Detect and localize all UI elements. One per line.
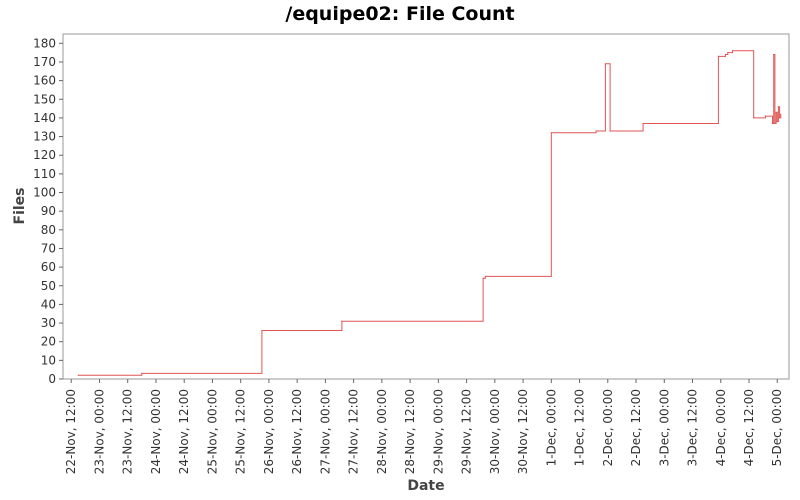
y-tick-label: 10 bbox=[41, 353, 56, 367]
data-point bbox=[771, 122, 774, 125]
y-tick-label: 40 bbox=[41, 297, 56, 311]
x-tick-label: 25-Nov, 12:00 bbox=[234, 389, 248, 474]
data-point bbox=[778, 117, 781, 119]
x-tick-label: 3-Dec, 00:00 bbox=[657, 389, 671, 466]
x-tick-label: 26-Nov, 12:00 bbox=[290, 389, 304, 474]
x-tick-label: 1-Dec, 12:00 bbox=[573, 389, 587, 466]
x-tick-label: 27-Nov, 12:00 bbox=[347, 389, 361, 474]
data-point bbox=[780, 113, 782, 115]
data-point bbox=[776, 121, 778, 123]
y-tick-label: 80 bbox=[41, 223, 56, 237]
x-tick-label: 22-Nov, 12:00 bbox=[64, 389, 78, 474]
data-point bbox=[77, 374, 79, 376]
y-tick-label: 130 bbox=[33, 130, 56, 144]
y-tick-label: 70 bbox=[41, 241, 56, 255]
x-tick-label: 2-Dec, 12:00 bbox=[629, 389, 643, 466]
data-point bbox=[774, 122, 776, 125]
data-point bbox=[717, 55, 720, 57]
x-tick-label: 3-Dec, 12:00 bbox=[686, 389, 700, 466]
y-tick-label: 90 bbox=[41, 204, 56, 218]
x-tick-label: 30-Nov, 12:00 bbox=[516, 389, 530, 474]
x-tick-label: 25-Nov, 00:00 bbox=[205, 389, 219, 474]
x-tick-label: 4-Dec, 00:00 bbox=[714, 389, 728, 466]
y-tick-label: 60 bbox=[41, 260, 56, 274]
data-point bbox=[753, 117, 755, 119]
data-point bbox=[595, 130, 597, 132]
x-tick-label: 2-Dec, 00:00 bbox=[601, 389, 615, 466]
data-point bbox=[482, 277, 484, 279]
y-tick-label: 120 bbox=[33, 148, 56, 162]
x-axis: 22-Nov, 12:00 23-Nov, 00:00 23-Nov, 12:00 2… bbox=[64, 379, 784, 474]
y-axis-title: Files bbox=[12, 188, 28, 225]
data-point bbox=[261, 329, 263, 332]
y-tick-label: 110 bbox=[33, 167, 56, 181]
x-tick-label: 30-Nov, 00:00 bbox=[488, 389, 502, 474]
plot-area bbox=[62, 33, 790, 380]
y-tick-label: 30 bbox=[41, 316, 56, 330]
y-tick-label: 170 bbox=[33, 55, 56, 69]
x-tick-label: 26-Nov, 00:00 bbox=[262, 389, 276, 474]
data-point bbox=[724, 53, 727, 56]
x-tick-label: 24-Nov, 12:00 bbox=[177, 389, 191, 474]
y-tick-label: 180 bbox=[33, 36, 56, 50]
x-tick-label: 29-Nov, 12:00 bbox=[460, 389, 474, 474]
x-tick-label: 28-Nov, 00:00 bbox=[375, 389, 389, 474]
y-tick-label: 50 bbox=[41, 279, 56, 293]
chart-title: /equipe02: File Count bbox=[285, 3, 514, 25]
x-tick-label: 5-Dec, 00:00 bbox=[770, 389, 784, 466]
x-tick-label: 29-Nov, 00:00 bbox=[431, 389, 445, 474]
y-tick-label: 140 bbox=[33, 111, 56, 125]
y-tick-label: 100 bbox=[33, 186, 56, 200]
data-point bbox=[550, 132, 552, 134]
data-point bbox=[609, 130, 611, 132]
x-tick-label: 28-Nov, 12:00 bbox=[403, 389, 417, 474]
series-group bbox=[77, 50, 782, 376]
data-point bbox=[642, 122, 644, 125]
data-point bbox=[484, 275, 487, 278]
data-point bbox=[341, 320, 343, 322]
y-axis: 0 10 20 30 40 50 60 70 80 90 100 110 120 130 140 150 160… bbox=[33, 36, 63, 386]
x-tick-label: 27-Nov, 00:00 bbox=[318, 389, 332, 474]
x-axis-title: Date bbox=[407, 478, 444, 494]
y-tick-label: 20 bbox=[41, 335, 56, 349]
x-tick-label: 24-Nov, 00:00 bbox=[149, 389, 163, 474]
x-tick-label: 23-Nov, 00:00 bbox=[92, 389, 106, 474]
data-point bbox=[731, 50, 734, 52]
data-point bbox=[604, 63, 607, 65]
y-tick-label: 160 bbox=[33, 74, 56, 88]
y-tick-label: 0 bbox=[48, 372, 56, 386]
data-point bbox=[777, 106, 780, 108]
data-point bbox=[764, 115, 767, 117]
data-point bbox=[773, 53, 775, 56]
x-tick-label: 23-Nov, 12:00 bbox=[121, 389, 135, 474]
x-tick-label: 1-Dec, 00:00 bbox=[544, 389, 558, 466]
data-point bbox=[727, 52, 729, 54]
y-tick-label: 150 bbox=[33, 92, 56, 106]
data-point bbox=[775, 111, 777, 113]
x-tick-label: 4-Dec, 12:00 bbox=[742, 389, 756, 466]
data-point bbox=[141, 372, 143, 375]
